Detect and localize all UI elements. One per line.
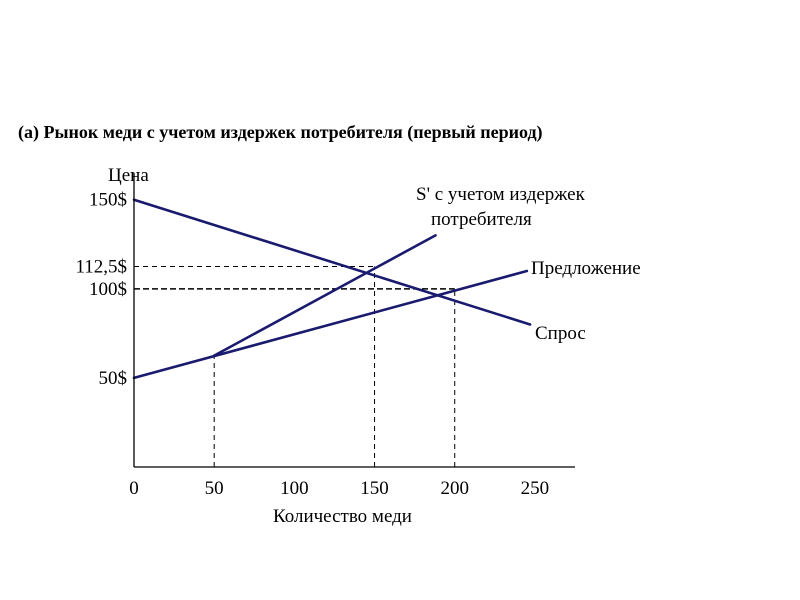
x-tick-labels: 0 50 100 150 200 250: [129, 478, 549, 499]
series-lines: [132, 198, 532, 380]
label-s-prime-line1: S' с учетом издержек: [416, 184, 586, 205]
y-tick-label-150: 150$: [89, 190, 127, 211]
x-tick-label-0: 0: [129, 478, 139, 499]
guide-lines: [134, 266, 456, 467]
x-tick-label-200: 200: [440, 478, 469, 499]
label-s-prime-line2: потребителя: [431, 209, 532, 230]
x-tick-label-150: 150: [360, 478, 389, 499]
label-supply: Предложение: [531, 258, 641, 279]
supply-line: [132, 269, 529, 380]
s-prime-line: [212, 234, 437, 357]
x-tick-label-50: 50: [205, 478, 224, 499]
y-tick-label-112-5: 112,5$: [75, 257, 127, 278]
chart-title: (а) Рынок меди с учетом издержек потреби…: [18, 122, 543, 143]
x-tick-label-250: 250: [521, 478, 550, 499]
y-tick-labels: 50$ 100$112,5$ 150$: [75, 190, 127, 389]
x-axis-label: Количество меди: [273, 506, 412, 527]
y-axis-label: Цена: [108, 165, 149, 186]
demand-line: [132, 198, 532, 326]
axes: [133, 173, 575, 468]
x-tick-label-100: 100: [280, 478, 309, 499]
y-tick-label-100: 100$: [89, 279, 127, 300]
y-tick-label-50: 50$: [99, 368, 128, 389]
label-demand: Спрос: [535, 323, 586, 344]
